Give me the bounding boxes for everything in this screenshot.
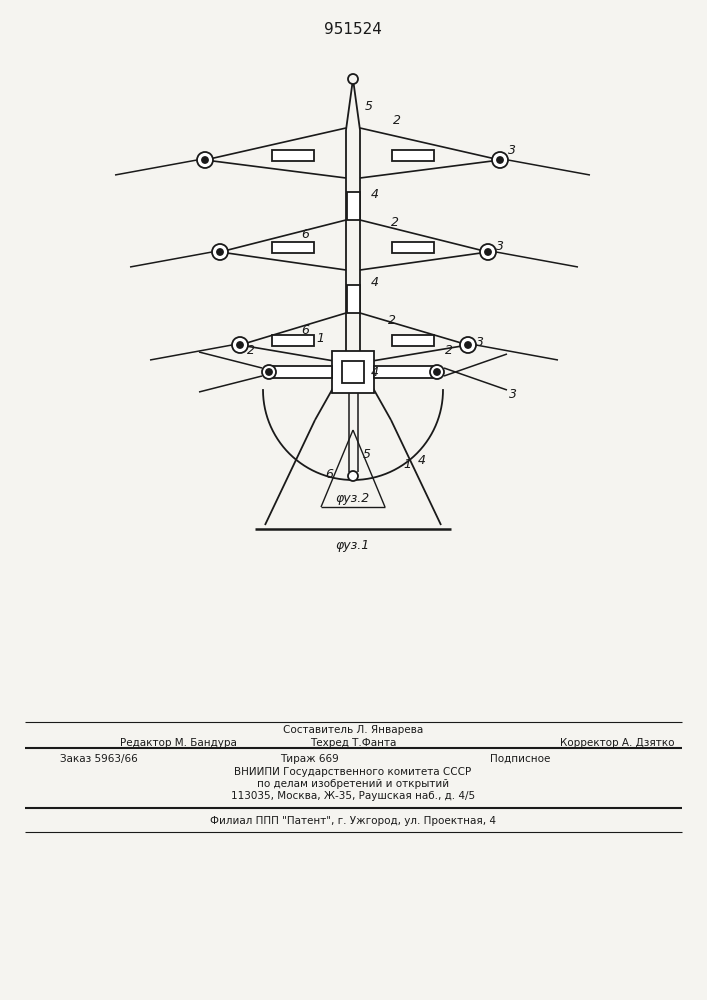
Text: ВНИИПИ Государственного комитета СССР: ВНИИПИ Государственного комитета СССР [235, 767, 472, 777]
Text: Редактор М. Бандура: Редактор М. Бандура [120, 738, 237, 748]
Circle shape [232, 337, 248, 353]
Text: 2: 2 [391, 216, 399, 229]
Text: 6: 6 [301, 324, 309, 336]
Circle shape [430, 365, 444, 379]
Text: по делам изобретений и открытий: по делам изобретений и открытий [257, 779, 449, 789]
Text: Техред Т.Фанта: Техред Т.Фанта [310, 738, 396, 748]
Text: 2: 2 [388, 314, 396, 326]
Bar [332, 351, 374, 393]
Text: 3: 3 [496, 240, 504, 253]
Text: 6: 6 [301, 228, 309, 240]
Circle shape [348, 471, 358, 481]
Circle shape [262, 365, 276, 379]
Text: 1: 1 [403, 458, 411, 472]
Bar [269, 366, 332, 378]
Circle shape [497, 157, 503, 163]
Bar [272, 241, 314, 252]
Text: 2: 2 [247, 344, 255, 357]
Text: 951524: 951524 [324, 22, 382, 37]
Text: 5: 5 [363, 448, 371, 460]
Text: 4: 4 [371, 188, 379, 202]
Bar [346, 192, 359, 220]
Circle shape [434, 369, 440, 375]
Text: Корректор А. Дзятко: Корректор А. Дзятко [560, 738, 674, 748]
Bar [342, 361, 364, 383]
Circle shape [217, 249, 223, 255]
Text: Заказ 5963/66: Заказ 5963/66 [60, 754, 138, 764]
Text: 1: 1 [316, 332, 324, 346]
Text: Филиал ППП "Патент", г. Ужгород, ул. Проектная, 4: Филиал ППП "Патент", г. Ужгород, ул. Про… [210, 816, 496, 826]
Text: φуз.1: φуз.1 [336, 539, 370, 552]
Text: 113035, Москва, Ж-35, Раушская наб., д. 4/5: 113035, Москва, Ж-35, Раушская наб., д. … [231, 791, 475, 801]
Text: φуз.2: φуз.2 [336, 492, 370, 505]
Circle shape [480, 244, 496, 260]
Bar [392, 149, 434, 160]
Circle shape [197, 152, 213, 168]
Text: 2: 2 [445, 344, 453, 357]
Circle shape [460, 337, 476, 353]
Circle shape [465, 342, 471, 348]
Text: 3: 3 [508, 143, 516, 156]
Bar [374, 366, 437, 378]
Bar [392, 241, 434, 252]
Text: Составитель Л. Январева: Составитель Л. Январева [283, 725, 423, 735]
Bar [346, 284, 359, 312]
Circle shape [492, 152, 508, 168]
Bar [272, 334, 314, 346]
Text: Тираж 669: Тираж 669 [280, 754, 339, 764]
Bar [392, 334, 434, 346]
Circle shape [237, 342, 243, 348]
Text: 4: 4 [371, 366, 379, 379]
Bar [272, 149, 314, 160]
Text: Подписное: Подписное [490, 754, 550, 764]
Text: 6: 6 [325, 468, 333, 481]
Circle shape [348, 74, 358, 84]
Text: 4: 4 [418, 454, 426, 466]
Text: 3: 3 [509, 387, 517, 400]
Text: 3: 3 [476, 336, 484, 349]
Text: 4: 4 [371, 275, 379, 288]
Circle shape [202, 157, 208, 163]
Circle shape [485, 249, 491, 255]
Circle shape [266, 369, 272, 375]
Circle shape [212, 244, 228, 260]
Text: 2: 2 [393, 113, 401, 126]
Text: 5: 5 [365, 101, 373, 113]
